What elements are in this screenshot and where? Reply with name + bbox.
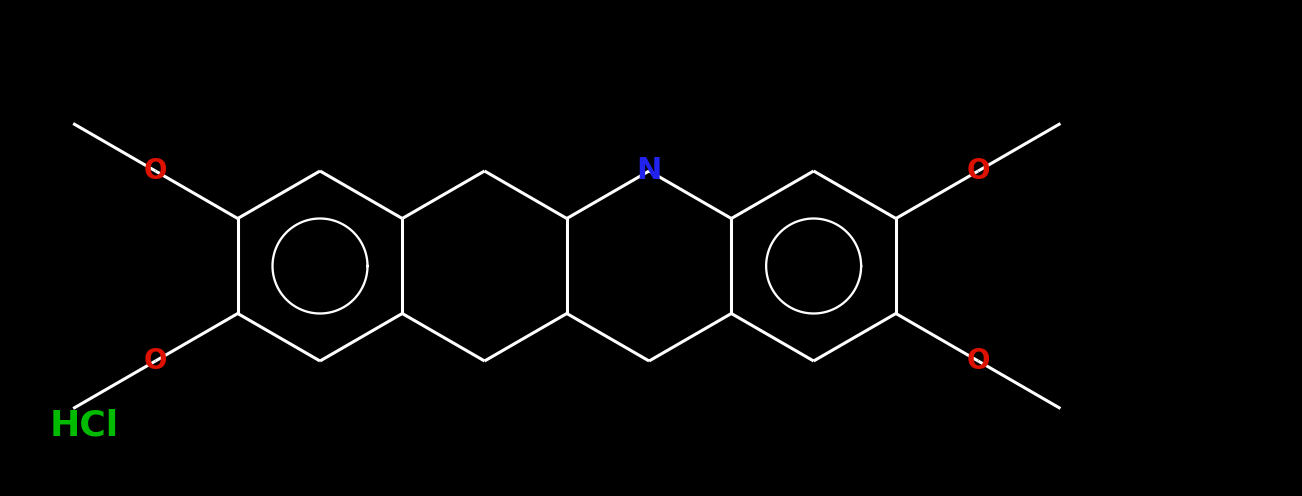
Text: N: N bbox=[637, 157, 661, 186]
Text: O: O bbox=[143, 347, 167, 375]
Text: HCl: HCl bbox=[49, 409, 118, 443]
Text: O: O bbox=[966, 157, 990, 185]
Text: O: O bbox=[966, 347, 990, 375]
Text: O: O bbox=[143, 157, 167, 185]
